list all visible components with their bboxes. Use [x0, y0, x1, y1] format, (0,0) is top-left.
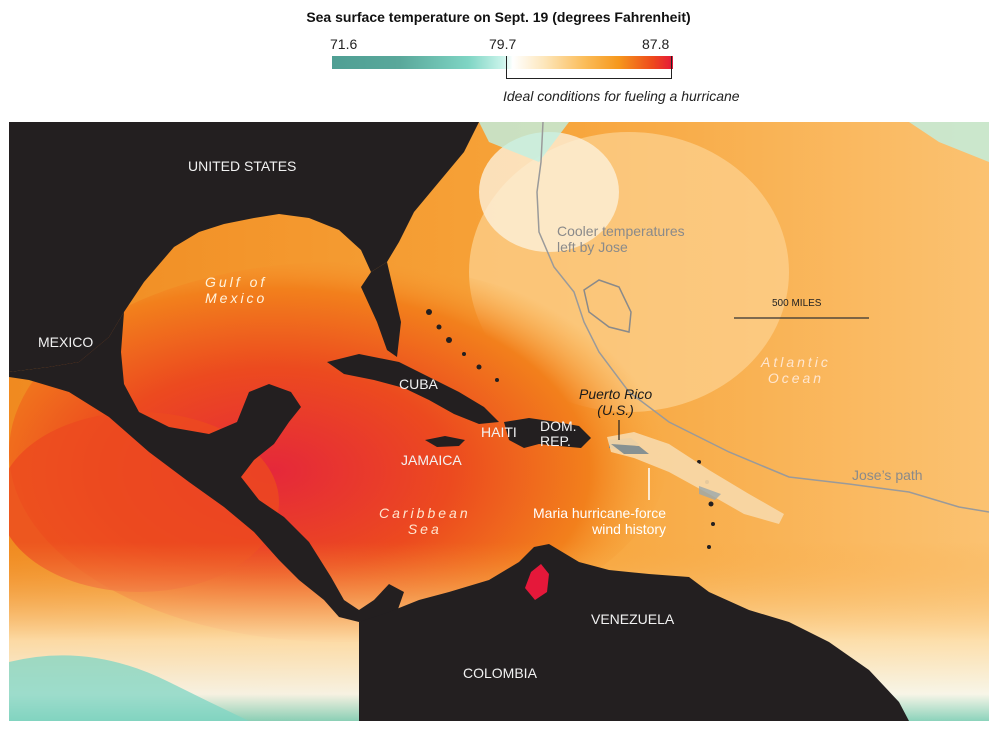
land-hispaniola	[504, 418, 591, 448]
label-cooler-temperatures: Cooler temperatures left by Jose	[557, 223, 685, 255]
legend-mid-label: 79.7	[489, 36, 517, 52]
label-united-states: UNITED STATES	[188, 158, 297, 174]
label-gulf-line2: Mexico	[205, 290, 268, 306]
label-mexico: MEXICO	[38, 334, 94, 350]
legend-min-label: 71.6	[330, 36, 358, 52]
label-venezuela: VENEZUELA	[591, 611, 675, 627]
land-jamaica	[425, 436, 465, 447]
ideal-range-bracket	[506, 56, 672, 79]
map-canvas	[9, 122, 989, 721]
label-jamaica: JAMAICA	[401, 452, 462, 468]
land-south-america	[359, 544, 909, 721]
label-colombia: COLOMBIA	[463, 665, 537, 681]
land-florida	[361, 262, 401, 357]
maria-wind-history-swath	[607, 432, 784, 524]
lake-maracaibo	[525, 564, 549, 600]
label-cooler-line2: left by Jose	[557, 239, 628, 255]
jose-path-line	[536, 122, 989, 513]
legend-title: Sea surface temperature on Sept. 19 (deg…	[306, 9, 691, 25]
label-gulf-of-mexico: Gulf of Mexico	[205, 274, 267, 306]
label-maria-wind-history: Maria hurricane-force wind history	[533, 505, 666, 537]
sea-temperature-map[interactable]: UNITED STATES MEXICO CUBA HAITI DOM. REP…	[9, 122, 989, 721]
label-cuba: CUBA	[399, 376, 438, 392]
label-maria-line1: Maria hurricane-force	[533, 505, 667, 521]
label-puerto-rico: Puerto Rico (U.S.)	[579, 386, 652, 418]
legend-max-label: 87.8	[642, 36, 670, 52]
temperature-color-ramp	[332, 56, 673, 69]
label-haiti: HAITI	[481, 424, 517, 440]
label-dom-line2: REP.	[540, 433, 571, 449]
land-united-states	[9, 122, 479, 372]
label-atlantic-line2: Ocean	[767, 370, 825, 386]
label-gulf-line1: Gulf of	[205, 274, 268, 290]
label-atlantic-line1: Atlantic	[761, 354, 831, 370]
label-scale-500-miles: 500 MILES	[772, 298, 822, 309]
label-pr-line1: Puerto Rico	[579, 386, 653, 402]
label-atlantic-ocean: Atlantic Ocean	[761, 354, 831, 386]
label-caribbean-line1: Caribbean	[379, 505, 471, 521]
label-dom-line1: DOM.	[540, 418, 577, 434]
land-mexico-central-america	[9, 312, 404, 622]
label-caribbean-sea: Caribbean Sea	[379, 505, 471, 537]
label-dominican-republic: DOM. REP.	[540, 419, 577, 449]
land-bahamas	[426, 309, 499, 382]
cooler-waters-outline	[583, 279, 632, 333]
ideal-conditions-note: Ideal conditions for fueling a hurricane	[503, 88, 740, 104]
label-cooler-line1: Cooler temperatures	[557, 223, 685, 239]
label-pr-line2: (U.S.)	[597, 402, 634, 418]
label-caribbean-line2: Sea	[407, 521, 442, 537]
label-maria-line2: wind history	[592, 521, 667, 537]
label-jose-path: Jose’s path	[852, 467, 923, 483]
land-cuba	[327, 354, 499, 424]
